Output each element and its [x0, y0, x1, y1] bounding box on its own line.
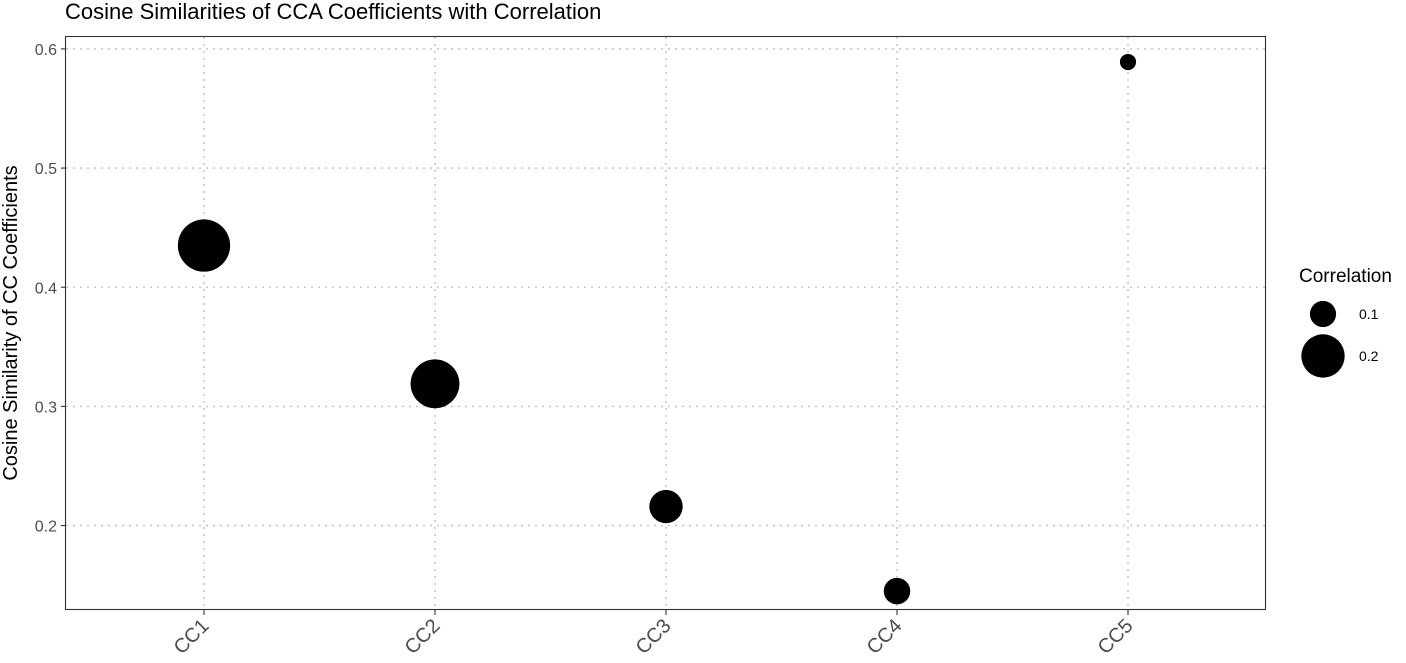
- y-tick-label: 0.2: [35, 519, 57, 536]
- x-tick-label: CC1: [170, 615, 214, 659]
- data-point: [649, 489, 683, 524]
- data-points: [177, 53, 1137, 605]
- data-point: [410, 359, 460, 409]
- legend-label: 0.2: [1359, 348, 1379, 364]
- y-axis-title: Cosine Similarity of CC Coefficients: [0, 165, 22, 480]
- y-axis: 0.2 0.3 0.4 0.5 0.6: [35, 42, 66, 536]
- y-tick-label: 0.5: [35, 161, 57, 178]
- x-tick-label: CC2: [401, 615, 445, 659]
- x-tick-label: CC3: [632, 615, 676, 659]
- chart-title: Cosine Similarities of CCA Coefficients …: [65, 0, 601, 24]
- y-tick-label: 0.4: [35, 280, 57, 297]
- legend-title: Correlation: [1299, 266, 1392, 287]
- x-tick-label: CC5: [1094, 615, 1138, 659]
- y-tick-label: 0.3: [35, 399, 57, 416]
- data-point: [1119, 53, 1137, 71]
- y-tick-label: 0.6: [35, 42, 57, 59]
- legend-key: [1301, 334, 1345, 378]
- legend-label: 0.1: [1359, 306, 1379, 322]
- grid: [66, 37, 1265, 609]
- legend-key: [1309, 300, 1337, 328]
- x-axis: CC1 CC2 CC3 CC4 CC5: [170, 609, 1138, 659]
- data-point: [883, 577, 911, 605]
- x-tick-label: CC4: [863, 615, 907, 659]
- legend: Correlation 0.1 0.2: [1299, 266, 1392, 378]
- data-point: [177, 219, 231, 272]
